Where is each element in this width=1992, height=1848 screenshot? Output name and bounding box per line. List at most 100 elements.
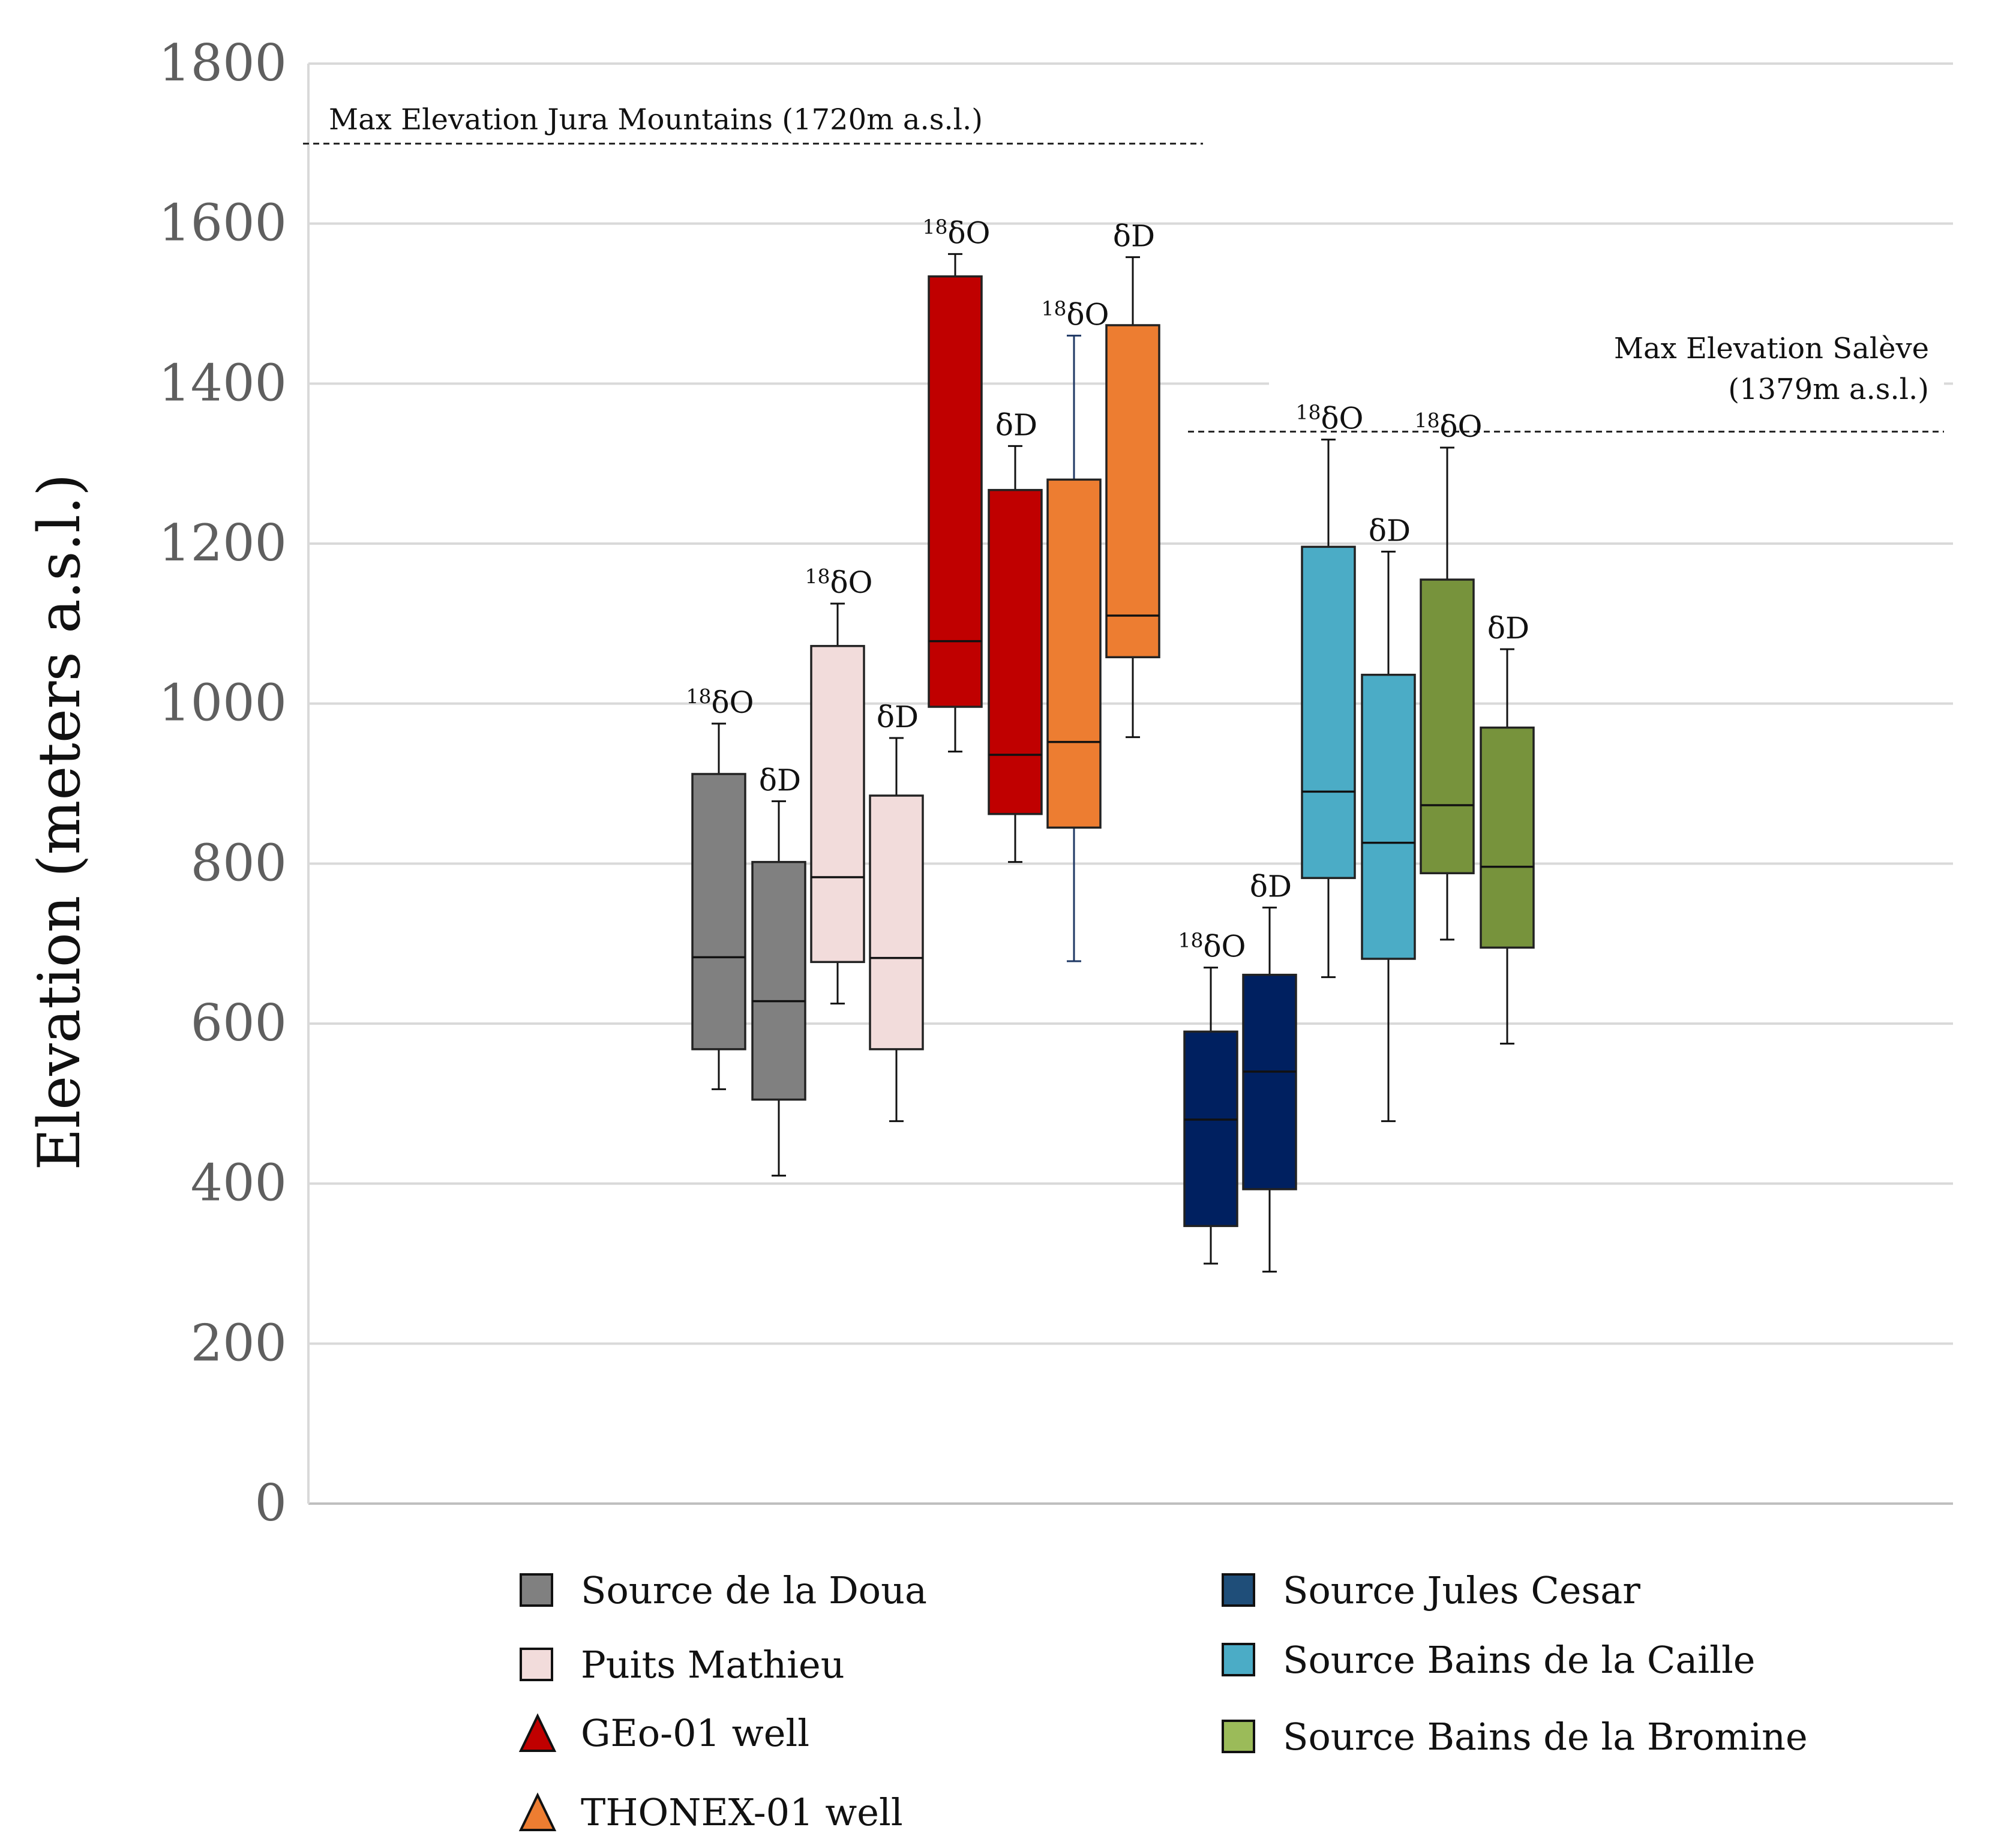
isotope-label: 18δO [686, 685, 754, 720]
isotope-superscript: 18 [1178, 929, 1203, 952]
iqr-box [1046, 478, 1102, 829]
box-geo-01-well-d: δD [988, 407, 1043, 863]
legend-item-source-bains-de-la-bromine: Source Bains de la Bromine [1222, 1715, 1808, 1759]
iqr-box [1105, 324, 1160, 659]
iqr-box [1480, 726, 1535, 949]
legend-item-thonex-01-well: THONEX-01 well [518, 1790, 903, 1834]
legend-square-marker [520, 1573, 553, 1607]
iqr-box [869, 794, 924, 1051]
legend-square-marker [1222, 1720, 1255, 1753]
box-source-bains-de-la-caille-18o: 18δO [1295, 401, 1364, 979]
box-source-bains-de-la-bromine-d: δD [1480, 611, 1535, 1045]
legend-label: Source Bains de la Caille [1283, 1638, 1755, 1682]
iqr-box [988, 488, 1043, 815]
isotope-superscript: 18 [686, 685, 711, 708]
isotope-superscript: 18 [922, 215, 947, 238]
boxes-layer: 18δOδD18δOδD18δOδD18δOδD18δOδD18δOδD18δO… [686, 215, 1535, 1273]
y-tick-label: 0 [255, 1474, 287, 1532]
legend-triangle-marker [518, 1713, 557, 1752]
isotope-superscript: 18 [805, 565, 830, 588]
legend-item-source-bains-de-la-caille: Source Bains de la Caille [1222, 1638, 1755, 1682]
box-thonex-01-well-d: δD [1105, 219, 1160, 739]
box-source-bains-de-la-caille-d: δD [1361, 513, 1416, 1123]
y-tick-label: 600 [191, 994, 287, 1052]
isotope-symbol: δD [1487, 611, 1529, 646]
legend-square-marker [520, 1648, 553, 1681]
legend-square-marker [1222, 1643, 1255, 1676]
isotope-symbol: δO [947, 215, 990, 250]
y-tick-label: 1400 [158, 353, 287, 412]
y-tick-label: 400 [191, 1154, 287, 1213]
reference-lines: Max Elevation Jura Mountains (1720m a.s.… [303, 103, 1944, 433]
legend-label: Source Jules Cesar [1283, 1568, 1640, 1612]
jura-max-label: Max Elevation Jura Mountains (1720m a.s.… [329, 103, 983, 136]
legend-label: Source Bains de la Bromine [1283, 1715, 1808, 1759]
isotope-symbol: δO [1066, 297, 1109, 332]
iqr-box [691, 773, 746, 1051]
isotope-label: δD [759, 763, 801, 797]
iqr-box [810, 644, 865, 964]
box-source-bains-de-la-bromine-18o: 18δO [1414, 409, 1483, 941]
legend: Source de la Doua Puits Mathieu GEo-01 wel… [518, 1568, 1808, 1834]
y-tick-label: 800 [191, 833, 287, 892]
isotope-symbol: δO [1203, 929, 1246, 964]
y-tick-label: 1800 [158, 34, 287, 92]
isotope-symbol: δD [1113, 219, 1155, 254]
iqr-box [928, 275, 983, 708]
isotope-superscript: 18 [1295, 401, 1321, 424]
isotope-label: 18δO [1178, 929, 1246, 964]
isotope-symbol: δO [830, 565, 872, 600]
legend-item-puits-mathieu: Puits Mathieu [520, 1643, 845, 1687]
isotope-label: 18δO [1414, 409, 1482, 444]
legend-triangle-marker [518, 1792, 557, 1831]
box-source-de-la-doua-18o: 18δO [686, 685, 754, 1090]
isotope-label: δD [1250, 869, 1292, 904]
box-thonex-01-well-18o: 18δO [1041, 296, 1109, 962]
isotope-symbol: δD [995, 407, 1037, 442]
isotope-label: δD [995, 407, 1037, 442]
isotope-symbol: δD [1369, 513, 1411, 548]
iqr-box [1183, 1030, 1238, 1228]
iqr-box [1420, 578, 1475, 875]
legend-square-marker [1222, 1573, 1255, 1607]
legend-item-source-de-la-doua: Source de la Doua [520, 1568, 927, 1612]
isotope-symbol: δO [1439, 409, 1482, 444]
y-tick-label: 200 [191, 1313, 287, 1372]
box-puits-mathieu-18o: 18δO [805, 565, 873, 1005]
legend-item-geo-01-well: GEo-01 well [518, 1711, 809, 1755]
iqr-box [751, 860, 806, 1101]
y-tick-label: 1600 [158, 194, 287, 253]
isotope-label: 18δO [805, 565, 872, 600]
isotope-symbol: δD [877, 700, 919, 734]
iqr-box [1301, 545, 1356, 880]
legend-label: Puits Mathieu [581, 1643, 845, 1687]
isotope-symbol: δO [711, 685, 754, 720]
y-tick-label: 1200 [158, 514, 287, 572]
isotope-superscript: 18 [1414, 409, 1439, 432]
isotope-label: 18δO [1041, 296, 1109, 332]
saleve-max-label-line2: (1379m a.s.l.) [1728, 373, 1929, 406]
box-puits-mathieu-d: δD [869, 700, 924, 1123]
iqr-box [1242, 973, 1297, 1190]
saleve-label-background [1269, 317, 1944, 420]
box-source-jules-cesar-18o: 18δO [1178, 929, 1246, 1265]
iqr-box [1361, 673, 1416, 960]
isotope-symbol: δD [759, 763, 801, 797]
y-tick-label: 1000 [158, 674, 287, 733]
isotope-symbol: δD [1250, 869, 1292, 904]
legend-label: THONEX-01 well [581, 1790, 903, 1834]
isotope-label: δD [1369, 513, 1411, 548]
saleve-max-label-line1: Max Elevation Salève [1614, 332, 1929, 365]
isotope-label: 18δO [1295, 401, 1363, 436]
isotope-label: δD [877, 700, 919, 734]
isotope-label: δD [1113, 219, 1155, 254]
y-axis-title: Elevation (meters a.s.l.) [26, 473, 93, 1170]
box-source-jules-cesar-d: δD [1242, 869, 1297, 1273]
legend-item-source-jules-cesar: Source Jules Cesar [1222, 1568, 1640, 1612]
isotope-superscript: 18 [1041, 296, 1066, 320]
legend-label: GEo-01 well [581, 1711, 809, 1755]
box-source-de-la-doua-d: δD [751, 763, 806, 1177]
box-geo-01-well-18o: 18δO [922, 215, 991, 753]
isotope-label: 18δO [922, 215, 990, 250]
